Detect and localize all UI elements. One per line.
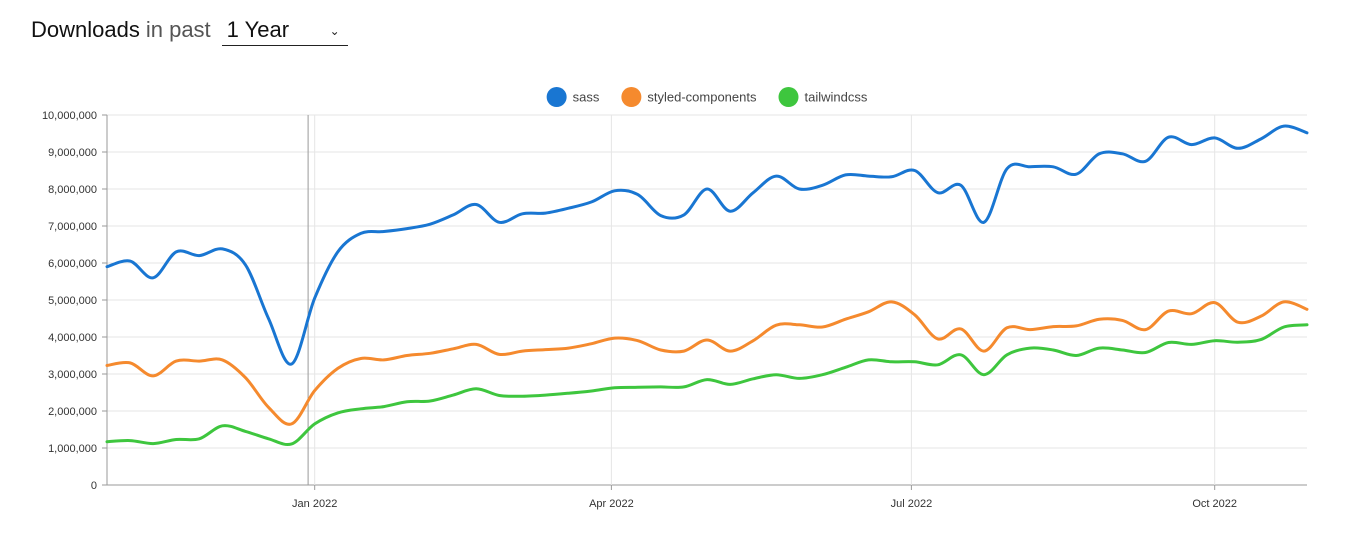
series-line-styled-components [105, 300, 1309, 426]
y-tick-label: 4,000,000 [48, 332, 97, 344]
legend-item-tailwindcss[interactable]: tailwindcss [778, 87, 868, 107]
chart-legend: sass styled-components tailwindcss [546, 87, 868, 107]
series-line-tailwindcss [105, 323, 1309, 446]
page-title: Downloads [31, 17, 140, 42]
period-selected-value: 1 Year [226, 16, 290, 42]
legend-label-styled-components: styled-components [647, 90, 757, 105]
chevron-down-icon: ⌄ [329, 23, 340, 38]
y-tick-label: 5,000,000 [48, 295, 97, 307]
x-tick-label: Oct 2022 [1192, 498, 1237, 510]
legend-dot-tailwindcss [778, 87, 799, 107]
y-tick-label: 1,000,000 [48, 443, 97, 455]
legend-item-styled-components[interactable]: styled-components [621, 87, 757, 107]
x-tick-label: Jul 2022 [891, 498, 933, 510]
x-tick-label: Apr 2022 [589, 498, 634, 510]
y-tick-label: 0 [91, 480, 97, 492]
chart-axes: 0 1,000,000 2,000,000 3,000,000 4,000,000 5,0… [42, 110, 1237, 510]
y-tick-label: 3,000,000 [48, 369, 97, 381]
y-tick-label: 9,000,000 [48, 147, 97, 159]
downloads-header: Downloads in past 1 Year ⌄ [31, 12, 348, 48]
y-tick-label: 8,000,000 [48, 184, 97, 196]
legend-label-sass: sass [573, 90, 600, 105]
y-tick-label: 10,000,000 [42, 110, 97, 122]
page-subtitle: in past [145, 17, 211, 42]
chart-series [105, 124, 1309, 446]
legend-item-sass[interactable]: sass [546, 87, 600, 107]
series-line-sass [105, 124, 1309, 366]
period-dropdown[interactable]: 1 Year ⌄ [221, 14, 348, 46]
y-tick-label: 6,000,000 [48, 258, 97, 270]
y-tick-label: 7,000,000 [48, 221, 97, 233]
x-tick-label: Jan 2022 [292, 498, 337, 510]
legend-dot-sass [546, 87, 567, 107]
y-tick-label: 2,000,000 [48, 406, 97, 418]
legend-label-tailwindcss: tailwindcss [805, 90, 868, 105]
legend-dot-styled-components [621, 87, 642, 107]
chart-grid [107, 114, 1307, 486]
